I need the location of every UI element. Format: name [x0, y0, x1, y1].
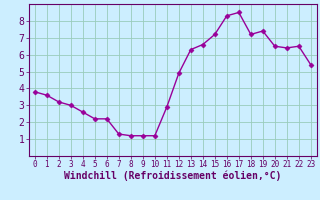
X-axis label: Windchill (Refroidissement éolien,°C): Windchill (Refroidissement éolien,°C) [64, 171, 282, 181]
